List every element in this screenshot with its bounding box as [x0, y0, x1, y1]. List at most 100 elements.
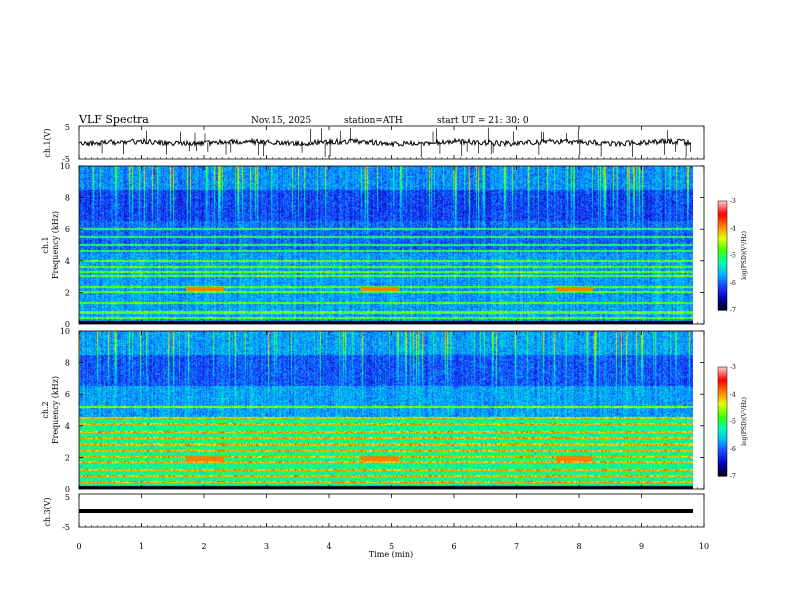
time-axis-ticks: 0 1 2 3 4 5 6 7 8 9 10 — [76, 126, 709, 551]
colorbar-segment — [718, 445, 727, 448]
colorbar-segment — [718, 260, 727, 264]
colorbar-segment — [718, 217, 727, 220]
colorbar-segment — [718, 220, 727, 224]
colorbar-segment — [718, 417, 727, 421]
date-label: Nov.15, 2025 — [251, 116, 312, 126]
colorbar-segment — [718, 441, 727, 444]
x-tick-label: 6 — [451, 542, 456, 551]
colorbar-segment — [718, 448, 727, 452]
colorbar-segment — [718, 248, 727, 251]
colorbar-segment — [718, 446, 727, 450]
station-label: station=ATH — [344, 116, 403, 126]
colorbar-segment — [718, 374, 727, 377]
colorbar-segment — [718, 210, 727, 213]
colorbar-segment — [718, 399, 727, 403]
colorbar-segment — [718, 253, 727, 257]
colorbar-segment — [718, 290, 727, 293]
x-tick-label: 2 — [201, 542, 206, 551]
colorbar-segment — [718, 262, 727, 266]
colorbar-segment — [718, 421, 727, 424]
ch1-spectrogram-channel-label: ch.1 — [41, 236, 50, 253]
colorbar-segment — [718, 299, 727, 302]
colorbar-segment — [718, 405, 727, 408]
colorbar-segment — [718, 452, 727, 455]
y-tick-label: 2 — [65, 288, 70, 297]
ch1-waveform-trace — [78, 137, 692, 148]
colorbar-segment — [718, 419, 727, 423]
colorbar-segment — [718, 454, 727, 457]
colorbar-segment — [718, 273, 727, 277]
colorbar-segment — [718, 291, 727, 295]
ch1-ytick-bottom: -5 — [62, 155, 70, 164]
colorbar-segment — [718, 268, 727, 271]
y-tick-label: 6 — [65, 390, 70, 399]
colorbar-segment — [718, 288, 727, 291]
x-tick-label: 4 — [326, 542, 331, 551]
colorbar-segment — [718, 224, 727, 228]
ch1-waveform-spikes — [101, 127, 691, 158]
ch1-spectrogram-yticks: 0 2 4 6 8 10 — [60, 162, 704, 329]
colorbar-segment — [718, 403, 727, 406]
colorbar-segment — [718, 259, 727, 262]
colorbar-tick: -5 — [730, 419, 736, 426]
y-tick-label: 8 — [65, 359, 70, 368]
colorbar-segment — [718, 277, 727, 280]
colorbar-segment — [718, 202, 727, 206]
colorbar-segment — [718, 401, 727, 404]
ch2-spectrogram-yticks: 0 2 4 6 8 10 — [60, 327, 704, 494]
colorbar-segment — [718, 383, 727, 386]
colorbar-segment — [718, 257, 727, 260]
colorbar-segment — [718, 408, 727, 412]
colorbar-segment — [718, 461, 727, 464]
colorbar-segment — [718, 304, 727, 307]
colorbar-segment — [718, 244, 727, 248]
x-tick-label: 10 — [699, 542, 709, 551]
ch1-waveform-panel: 5 -5 ch.1(V) — [43, 123, 705, 164]
colorbar-tick: -3 — [730, 364, 736, 371]
colorbar-segment — [718, 284, 727, 287]
y-tick-label: 10 — [60, 327, 70, 336]
x-tick-label: 7 — [514, 542, 519, 551]
colorbar-segment — [718, 396, 727, 399]
colorbar-segment — [718, 425, 727, 428]
colorbar-segment — [718, 456, 727, 459]
colorbar-segment — [718, 246, 727, 249]
colorbar-tick: -7 — [730, 307, 736, 314]
colorbar-segment — [718, 377, 727, 381]
colorbar-segment — [718, 270, 727, 273]
colorbar-tick: -7 — [730, 473, 736, 480]
colorbar-segment — [718, 397, 727, 401]
colorbar-segment — [718, 459, 727, 463]
colorbar-segment — [718, 463, 727, 466]
x-tick-label: 1 — [139, 542, 144, 551]
colorbar-segment — [718, 390, 727, 394]
colorbar-segment — [718, 381, 727, 384]
colorbar-segment — [718, 439, 727, 443]
ch2-spectrogram-panel: 0 2 4 6 8 10 ch.2 Frequency (kHz) -3 -4 -5 -6 -7 l… — [41, 327, 748, 494]
colorbar-segment — [718, 302, 727, 306]
colorbar-segment — [718, 470, 727, 473]
figure-title: VLF Spectra — [78, 113, 149, 126]
colorbar-segment — [718, 426, 727, 430]
colorbar-segment — [718, 466, 727, 470]
colorbar-segment — [718, 286, 727, 289]
ch1-ytick-top: 5 — [65, 123, 70, 132]
colorbar-segment — [718, 282, 727, 286]
colorbar-segment — [718, 280, 727, 284]
colorbar-segment — [718, 372, 727, 375]
time-axis-label: Time (min) — [369, 550, 413, 559]
colorbar-segment — [718, 472, 727, 475]
colorbar-segment — [718, 423, 727, 426]
colorbar-tick: -6 — [730, 446, 736, 453]
colorbar-segment — [718, 279, 727, 282]
colorbar-segment — [718, 457, 727, 461]
colorbar-segment — [718, 204, 727, 208]
colorbar-segment — [718, 226, 727, 229]
colorbar-segment — [718, 394, 727, 397]
y-tick-label: 0 — [65, 485, 70, 494]
colorbar-segment — [718, 406, 727, 410]
ch1-waveform-ylabel: ch.1(V) — [43, 128, 52, 157]
colorbar-segment — [718, 376, 727, 379]
colorbar-segment — [718, 414, 727, 417]
